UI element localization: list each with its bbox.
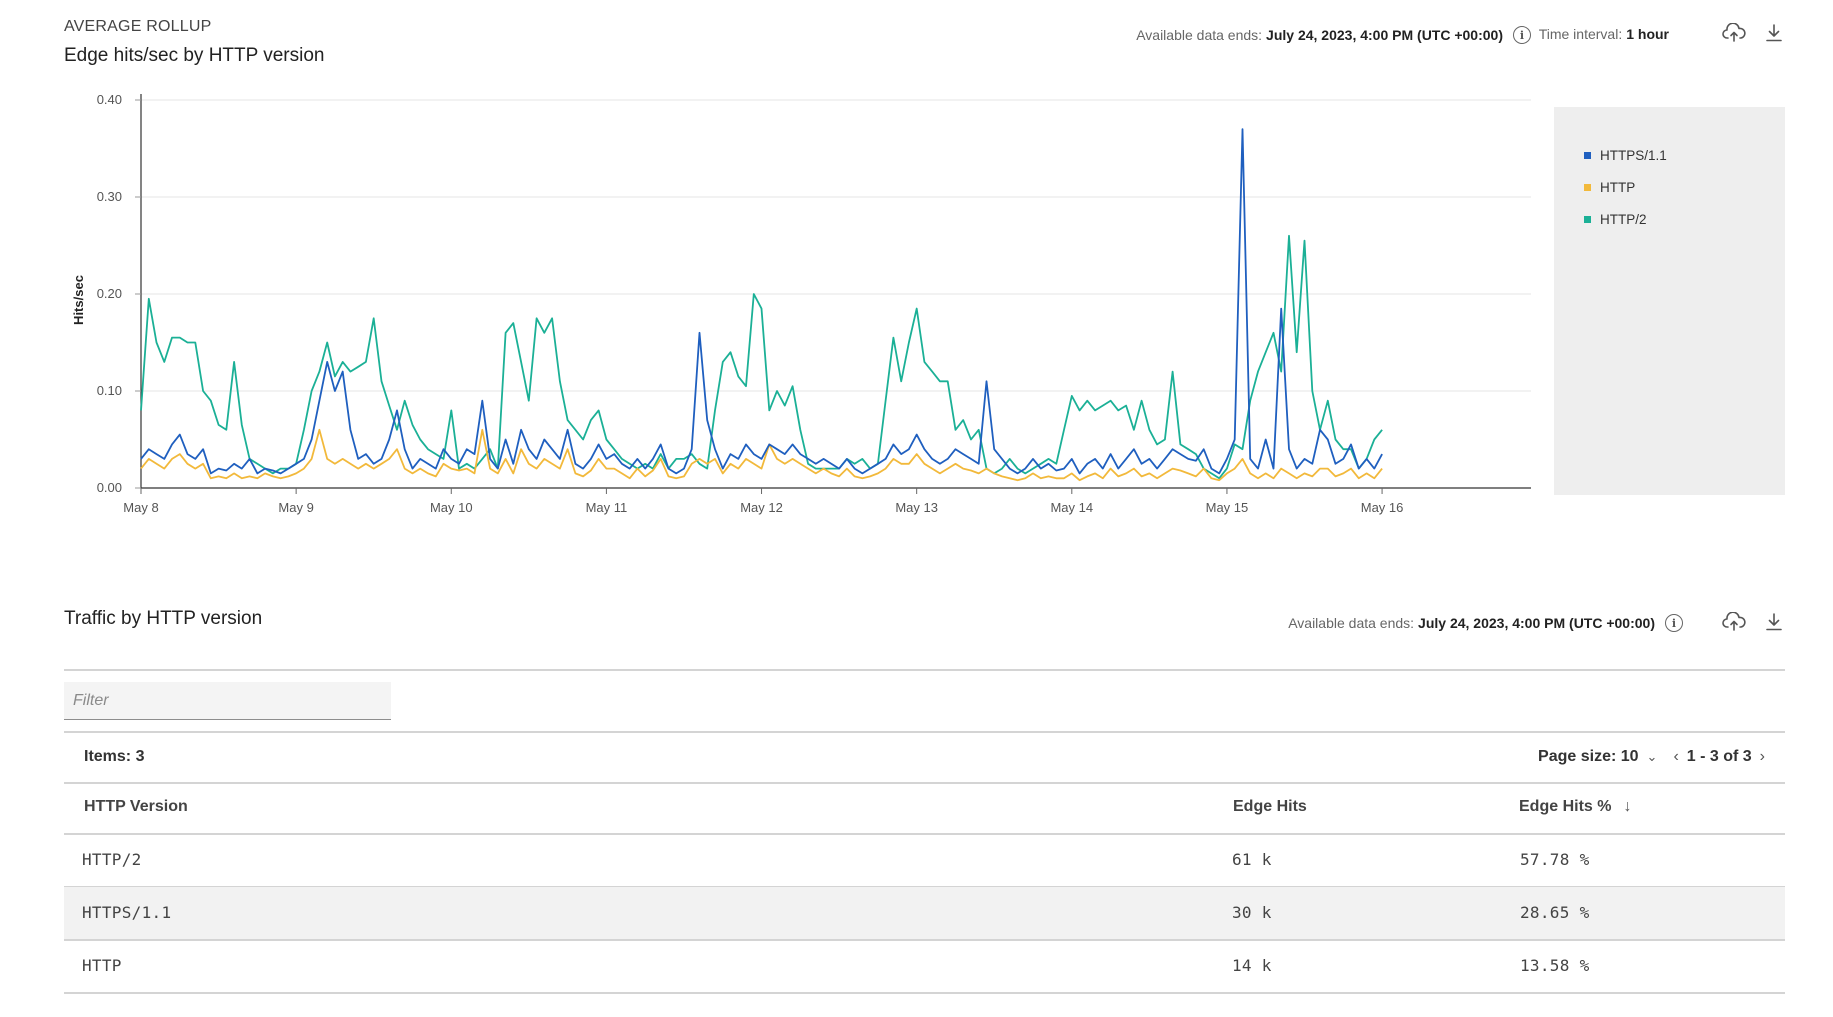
pagination: Page size: 10 ⌄ ‹ 1 - 3 of 3 ›: [1538, 748, 1773, 766]
column-header-label: Edge Hits %: [1519, 798, 1612, 815]
divider: [64, 669, 1785, 671]
cell-version: HTTP: [82, 956, 122, 975]
y-tick-label: 0.20: [97, 286, 122, 301]
download-icon[interactable]: [1761, 20, 1787, 46]
available-label: Available data ends:: [1288, 615, 1415, 631]
available-label: Available data ends:: [1136, 27, 1263, 43]
info-icon[interactable]: i: [1513, 26, 1531, 44]
chart-legend: HTTPS/1.1 HTTP HTTP/2: [1554, 107, 1785, 495]
cell-hits: 30 k: [1232, 903, 1272, 922]
cell-hits: 14 k: [1232, 956, 1272, 975]
column-header-version[interactable]: HTTP Version: [84, 798, 188, 816]
next-page-icon[interactable]: ›: [1759, 748, 1765, 765]
chart-grid: [140, 94, 1531, 489]
cell-version: HTTPS/1.1: [82, 903, 172, 922]
table-row[interactable]: HTTP 14 k 13.58 %: [64, 940, 1785, 993]
available-value: July 24, 2023, 4:00 PM (UTC +00:00): [1266, 27, 1503, 43]
legend-item-http2[interactable]: HTTP/2: [1584, 212, 1647, 227]
cloud-upload-icon[interactable]: [1721, 20, 1747, 46]
legend-swatch-https11: [1584, 152, 1591, 159]
table-row[interactable]: HTTP/2 61 k 57.78 %: [64, 834, 1785, 887]
filter-input[interactable]: [64, 682, 391, 720]
chart-eyebrow: AVERAGE ROLLUP: [64, 18, 212, 35]
series-line-http[interactable]: [140, 428, 1383, 482]
x-tick-label: May 10: [430, 500, 473, 515]
cell-hits-pct: 57.78 %: [1520, 850, 1590, 869]
chevron-down-icon[interactable]: ⌄: [1646, 749, 1658, 764]
legend-item-https11[interactable]: HTTPS/1.1: [1584, 148, 1667, 163]
table-row[interactable]: HTTPS/1.1 30 k 28.65 %: [64, 887, 1785, 940]
legend-swatch-http2: [1584, 216, 1591, 223]
prev-page-icon[interactable]: ‹: [1673, 748, 1679, 765]
y-axis-ticks: 0.00 0.10 0.20 0.30 0.40: [97, 92, 141, 495]
legend-swatch-http: [1584, 184, 1591, 191]
legend-label: HTTP: [1600, 180, 1636, 195]
cell-version: HTTP/2: [82, 850, 142, 869]
divider: [64, 886, 1785, 888]
legend-label: HTTPS/1.1: [1600, 148, 1667, 163]
y-tick-label: 0.10: [97, 383, 122, 398]
interval-label: Time interval:: [1538, 26, 1623, 42]
cloud-upload-icon[interactable]: [1721, 609, 1747, 635]
x-tick-label: May 14: [1050, 500, 1093, 515]
page-size-select[interactable]: Page size: 10: [1538, 748, 1639, 765]
section-title: Traffic by HTTP version: [64, 608, 263, 629]
x-tick-label: May 9: [278, 500, 313, 515]
legend-label: HTTP/2: [1600, 212, 1647, 227]
legend-item-http[interactable]: HTTP: [1584, 180, 1635, 195]
x-tick-label: May 15: [1206, 500, 1249, 515]
divider: [64, 833, 1785, 835]
divider: [64, 782, 1785, 784]
cell-hits-pct: 13.58 %: [1520, 956, 1590, 975]
x-tick-label: May 16: [1361, 500, 1404, 515]
x-tick-label: May 8: [123, 500, 158, 515]
page-range: 1 - 3 of 3: [1686, 748, 1752, 765]
info-icon[interactable]: i: [1665, 614, 1683, 632]
column-header-hits[interactable]: Edge Hits: [1233, 798, 1307, 816]
available-value: July 24, 2023, 4:00 PM (UTC +00:00): [1418, 615, 1655, 631]
cell-hits: 61 k: [1232, 850, 1272, 869]
y-axis-label: Hits/sec: [71, 275, 86, 325]
time-interval: Time interval: 1 hour: [1539, 26, 1669, 42]
series-line-http-2[interactable]: [140, 234, 1383, 480]
column-header-label: HTTP Version: [84, 798, 188, 815]
table-available-data: Available data ends: July 24, 2023, 4:00…: [1288, 614, 1683, 632]
column-header-hits-pct[interactable]: Edge Hits % ↓: [1519, 798, 1631, 816]
x-tick-label: May 13: [895, 500, 938, 515]
x-axis-ticks: May 8 May 9 May 10 May 11 May 12 May 13 May 14…: [123, 488, 1403, 515]
x-tick-label: May 11: [586, 500, 628, 515]
chart-series: [140, 128, 1383, 482]
divider: [64, 939, 1785, 941]
x-tick-label: May 12: [740, 500, 783, 515]
y-tick-label: 0.00: [97, 480, 122, 495]
y-tick-label: 0.30: [97, 189, 122, 204]
column-header-label: Edge Hits: [1233, 798, 1307, 815]
series-line-https-1-1[interactable]: [140, 128, 1383, 475]
divider: [64, 992, 1785, 994]
line-chart: 0.000.100.200.300.40 May 8 May 9 May 10 May…: [71, 92, 1531, 515]
cell-hits-pct: 28.65 %: [1520, 903, 1590, 922]
y-tick-label: 0.40: [97, 92, 122, 107]
chart-title: Edge hits/sec by HTTP version: [64, 45, 325, 66]
items-count: Items: 3: [84, 748, 145, 765]
divider: [64, 731, 1785, 733]
chart-available-data: Available data ends: July 24, 2023, 4:00…: [1136, 26, 1531, 44]
arrow-down-icon[interactable]: ↓: [1623, 798, 1632, 815]
download-icon[interactable]: [1761, 609, 1787, 635]
interval-value: 1 hour: [1626, 26, 1669, 42]
